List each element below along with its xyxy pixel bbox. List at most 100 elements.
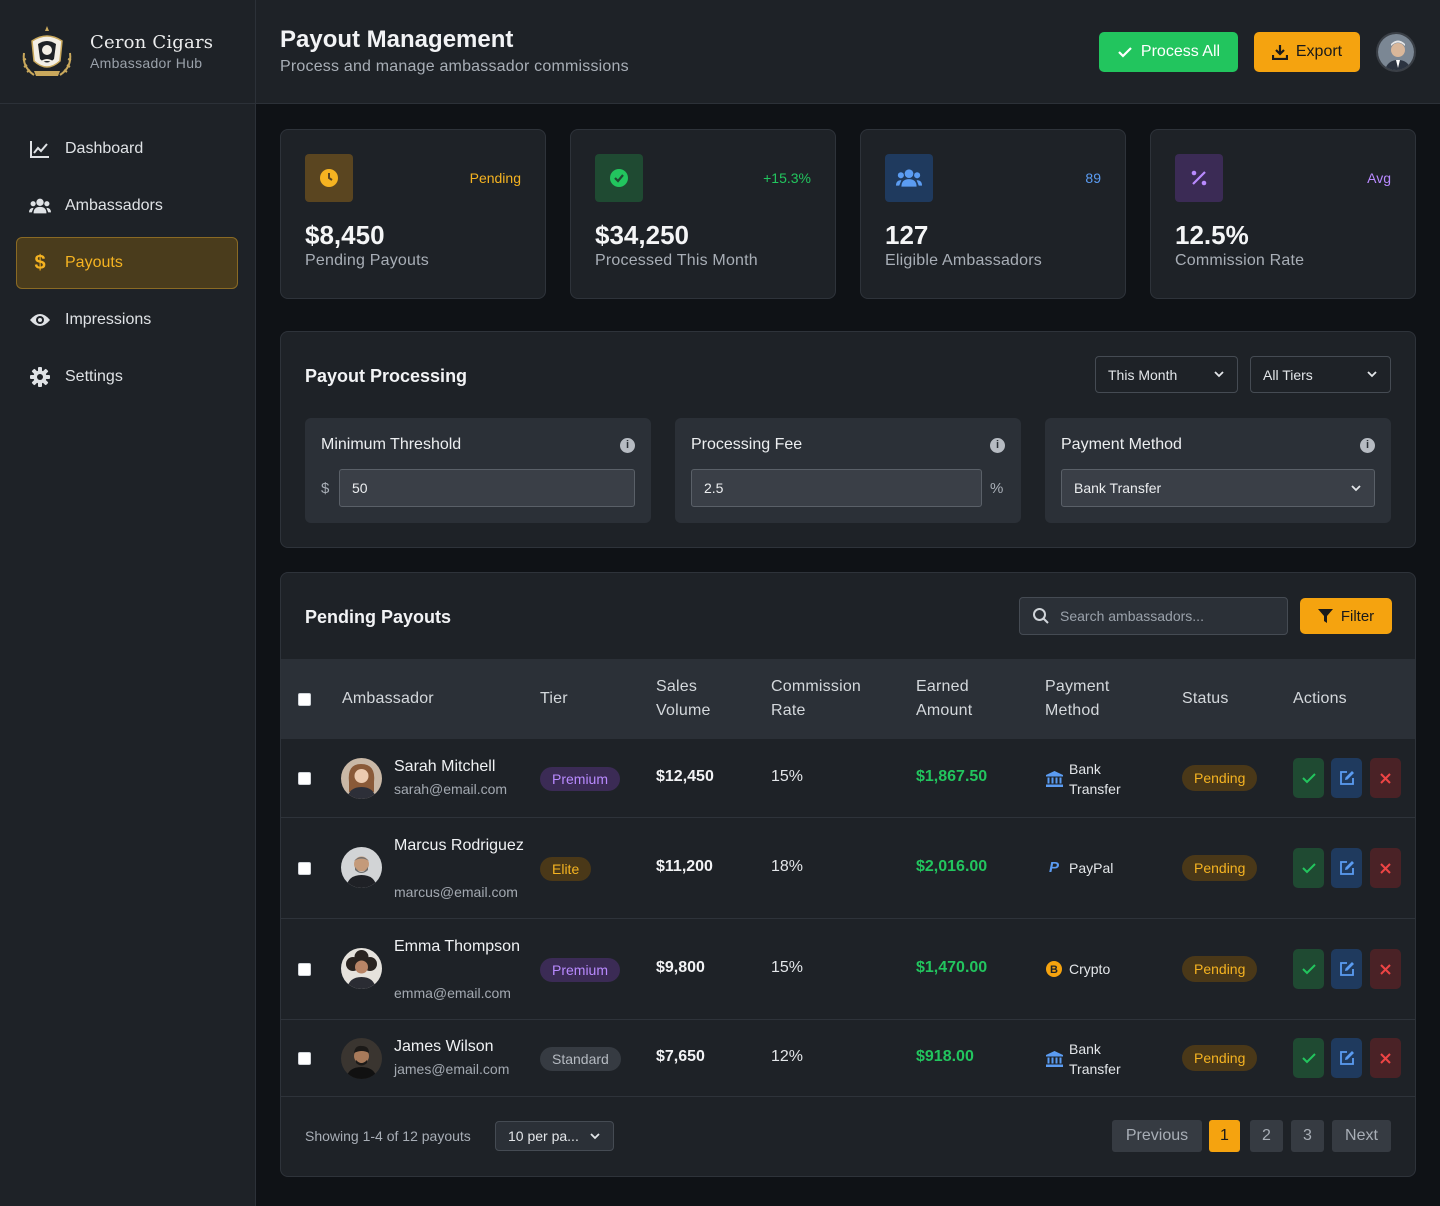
- chevron-down-icon: [1214, 371, 1224, 378]
- sidebar-item-label: Ambassadors: [65, 197, 163, 214]
- table-row: Marcus Rodriguez marcus@email.com Elite …: [281, 818, 1415, 919]
- panel-title: Payout Processing: [305, 366, 468, 386]
- reject-button[interactable]: [1370, 758, 1401, 798]
- approve-button[interactable]: [1293, 758, 1324, 798]
- process-all-button[interactable]: Process All: [1099, 32, 1238, 72]
- main-content: Payout Management Process and manage amb…: [256, 0, 1440, 1206]
- sales-volume: $11,200: [656, 858, 713, 875]
- chart-line-icon: [29, 138, 51, 160]
- reject-button[interactable]: [1370, 848, 1401, 888]
- approve-button[interactable]: [1293, 848, 1324, 888]
- check-circle-icon: [595, 154, 643, 202]
- sidebar-item-label: Dashboard: [65, 140, 144, 157]
- pagination-next[interactable]: Next: [1332, 1120, 1391, 1152]
- stat-tag: Avg: [1367, 170, 1391, 186]
- sales-volume: $12,450: [656, 768, 714, 785]
- bank-icon: [1045, 1051, 1063, 1067]
- users-icon: [885, 154, 933, 202]
- percent-icon: [1175, 154, 1223, 202]
- payment-method-text: Crypto: [1069, 961, 1111, 977]
- earned-amount: $1,867.50: [916, 768, 988, 785]
- commission-rate: 12%: [771, 1048, 804, 1065]
- edit-icon: [1339, 1051, 1354, 1065]
- svg-text:B: B: [1050, 964, 1058, 976]
- period-select[interactable]: This Month: [1095, 356, 1238, 393]
- pagination-page-2[interactable]: 2: [1250, 1120, 1283, 1152]
- sidebar-item-payouts[interactable]: $ Payouts: [16, 237, 238, 289]
- process-all-label: Process All: [1140, 43, 1221, 60]
- ambassador-email: emma@email.com: [394, 985, 511, 1001]
- sidebar: Ceron Cigars Ambassador Hub Dashboard Am…: [0, 0, 256, 1206]
- ambassador-name: Marcus Rodriguez: [394, 837, 524, 854]
- table-row: Sarah Mitchell sarah@email.com Premium $…: [281, 739, 1415, 818]
- pagination-page-1[interactable]: 1: [1209, 1120, 1240, 1152]
- reject-button[interactable]: [1370, 949, 1401, 989]
- sidebar-item-ambassadors[interactable]: Ambassadors: [16, 180, 238, 232]
- ambassador-name: James Wilson: [394, 1038, 494, 1055]
- earned-amount: $1,470.00: [916, 959, 988, 976]
- brand-name: Ceron Cigars: [90, 32, 214, 53]
- stat-tag: 89: [1085, 170, 1101, 186]
- status-badge: Pending: [1182, 956, 1258, 982]
- chevron-down-icon: [1367, 371, 1377, 378]
- paypal-icon: P: [1048, 859, 1059, 876]
- panel-title: Pending Payouts: [305, 607, 452, 627]
- stat-value: $8,450: [305, 220, 385, 250]
- row-checkbox[interactable]: [298, 1052, 311, 1065]
- brand-logo-icon: [22, 25, 72, 76]
- edit-button[interactable]: [1331, 1038, 1362, 1078]
- pagination-previous[interactable]: Previous: [1112, 1120, 1202, 1152]
- row-checkbox[interactable]: [298, 772, 311, 785]
- edit-icon: [1339, 962, 1354, 976]
- select-all-checkbox[interactable]: [298, 693, 311, 706]
- fee-input[interactable]: 2.5: [691, 469, 982, 507]
- approve-button[interactable]: [1293, 949, 1324, 989]
- close-icon: [1380, 772, 1391, 784]
- info-icon[interactable]: i: [1360, 438, 1375, 453]
- status-badge: Pending: [1182, 1045, 1258, 1071]
- bitcoin-icon: B: [1045, 961, 1063, 977]
- download-icon: [1271, 45, 1288, 60]
- stat-label: Commission Rate: [1175, 252, 1305, 269]
- stat-card-pending: Pending $8,450 Pending Payouts: [280, 129, 546, 299]
- reject-button[interactable]: [1370, 1038, 1401, 1078]
- threshold-input[interactable]: 50: [339, 469, 635, 507]
- sidebar-item-impressions[interactable]: Impressions: [16, 294, 238, 346]
- search-input[interactable]: Search ambassadors...: [1019, 597, 1288, 635]
- sidebar-item-dashboard[interactable]: Dashboard: [16, 123, 238, 175]
- column-header: Ambassador: [342, 690, 434, 707]
- avatar: [341, 847, 382, 888]
- payment-method-select[interactable]: Bank Transfer: [1061, 469, 1375, 507]
- edit-button[interactable]: [1331, 848, 1362, 888]
- info-icon[interactable]: i: [990, 438, 1005, 453]
- payment-method: Bank Transfer: [1045, 759, 1135, 799]
- sidebar-item-settings[interactable]: Settings: [16, 351, 238, 403]
- filter-button[interactable]: Filter: [1300, 598, 1392, 634]
- column-header: Payment Method: [1045, 678, 1110, 719]
- export-button[interactable]: Export: [1254, 32, 1360, 72]
- check-icon: [1118, 47, 1132, 58]
- info-icon[interactable]: i: [620, 438, 635, 453]
- row-checkbox[interactable]: [298, 963, 311, 976]
- tier-select[interactable]: All Tiers: [1250, 356, 1391, 393]
- edit-icon: [1339, 861, 1354, 875]
- per-page-select[interactable]: 10 per pa...: [495, 1121, 614, 1151]
- tier-badge: Premium: [540, 767, 621, 791]
- edit-button[interactable]: [1331, 758, 1362, 798]
- user-avatar[interactable]: [1376, 32, 1416, 72]
- edit-button[interactable]: [1331, 949, 1362, 989]
- payment-method-value: Bank Transfer: [1074, 480, 1162, 496]
- brand: Ceron Cigars Ambassador Hub: [0, 0, 255, 104]
- column-header: Tier: [540, 690, 568, 707]
- commission-rate: 15%: [771, 959, 804, 976]
- sales-volume: $9,800: [656, 959, 705, 976]
- pagination-page-3[interactable]: 3: [1291, 1120, 1324, 1152]
- tier-select-value: All Tiers: [1263, 366, 1313, 383]
- stat-card-eligible: 89 127 Eligible Ambassadors: [860, 129, 1126, 299]
- close-icon: [1380, 1052, 1391, 1064]
- stat-label: Eligible Ambassadors: [885, 252, 1042, 269]
- payment-method-label: Payment Method: [1061, 436, 1182, 453]
- approve-button[interactable]: [1293, 1038, 1324, 1078]
- row-checkbox[interactable]: [298, 862, 311, 875]
- ambassador-email: marcus@email.com: [394, 884, 518, 900]
